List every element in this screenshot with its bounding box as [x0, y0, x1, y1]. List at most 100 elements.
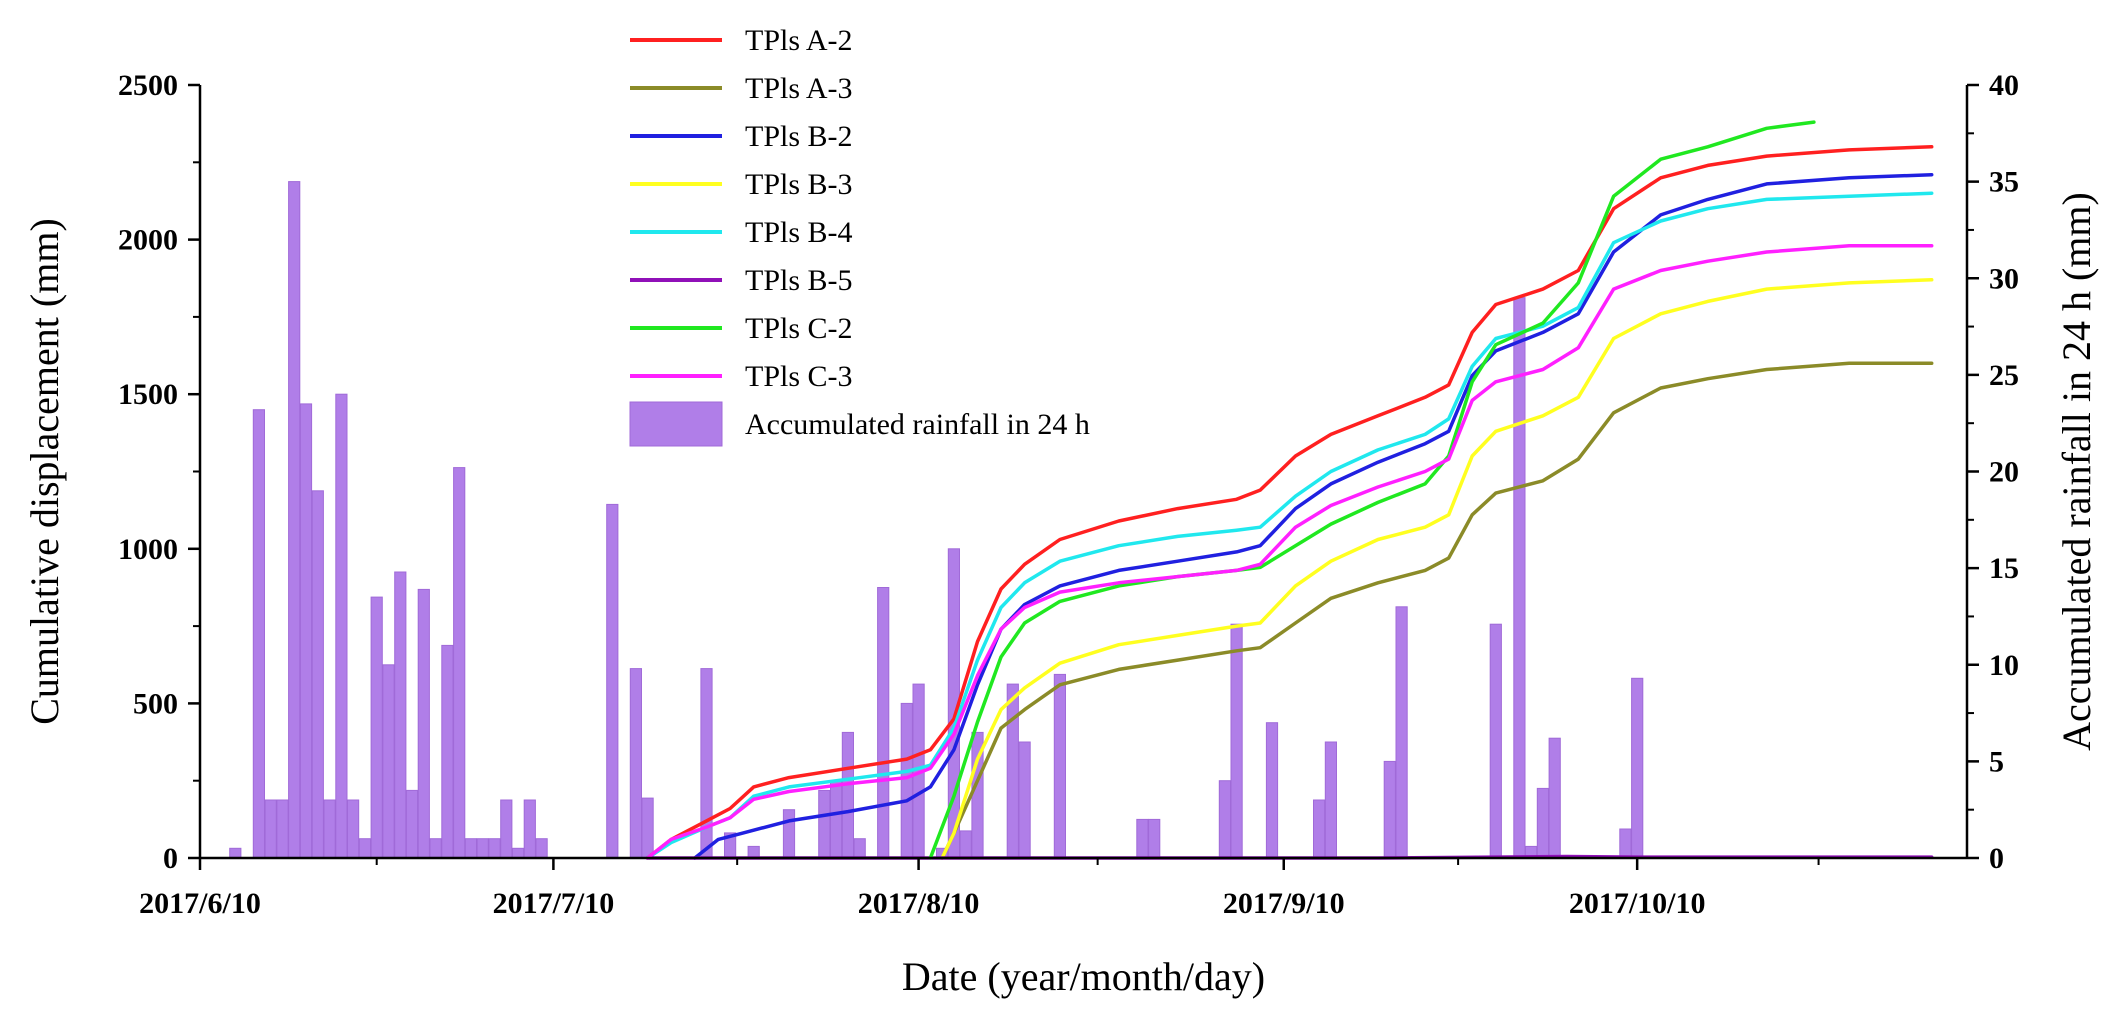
- rainfall-bar: [853, 838, 866, 859]
- rainfall-bar: [1631, 677, 1644, 859]
- rainfall-bar: [429, 838, 442, 859]
- rainfall-bar: [830, 780, 843, 859]
- rainfall-bar: [405, 789, 419, 859]
- rainfall-bar: [252, 409, 266, 859]
- rainfall-bar: [311, 490, 324, 859]
- rainfall-bar: [1313, 799, 1326, 859]
- rainfall-bar: [358, 838, 371, 859]
- rainfall-bar: [1018, 741, 1031, 859]
- y-right-tick-label: 0: [1989, 842, 2004, 875]
- rainfall-bar: [535, 838, 548, 859]
- rainfall-bar: [394, 571, 407, 859]
- chart-labels: 2017/6/10 2017/7/10 2017/8/10 2017/9/10 2017…: [22, 69, 2099, 999]
- rainfall-bar: [229, 847, 242, 859]
- rainfall-bar: [641, 797, 654, 859]
- y-right-tick-label: 20: [1989, 456, 2019, 489]
- y-right-tick-label: 5: [1989, 745, 2004, 778]
- rainfall-bar: [382, 664, 395, 859]
- series-line-tpls-c-3: [645, 244, 1934, 860]
- y-right-tick-label: 15: [1989, 552, 2019, 585]
- rainfall-bar: [606, 503, 619, 859]
- rainfall-bar: [512, 847, 525, 859]
- rainfall-bar: [877, 587, 890, 859]
- x-tick-label: 2017/10/10: [1569, 887, 1706, 920]
- x-tick-label: 2017/6/10: [139, 887, 261, 920]
- rainfall-bar: [629, 668, 642, 859]
- legend-label: TPls A-2: [745, 24, 853, 57]
- rainfall-bar: [488, 838, 501, 859]
- rainfall-bar: [288, 181, 301, 859]
- rainfall-bar: [841, 731, 854, 859]
- rainfall-bar: [1218, 780, 1232, 859]
- rainfall-bar: [900, 702, 913, 859]
- rainfall-bar: [476, 838, 489, 859]
- rainfall-bar: [1513, 297, 1526, 859]
- rainfall-bar: [1006, 683, 1019, 859]
- series-line-tpls-b-2: [693, 172, 1934, 860]
- rainfall-bar: [959, 830, 972, 859]
- rainfall-bar: [1265, 722, 1279, 859]
- y-right-tick-label: 30: [1989, 262, 2019, 295]
- y-left-tick-label: 1500: [118, 378, 178, 411]
- legend-label: TPls C-3: [745, 360, 853, 393]
- legend-label: TPls C-2: [745, 312, 853, 345]
- x-tick-label: 2017/8/10: [858, 887, 980, 920]
- rainfall-bar: [464, 838, 477, 859]
- legend-label: TPls B-2: [745, 120, 853, 153]
- rainfall-bar: [818, 789, 831, 859]
- rainfall-bar: [335, 393, 348, 859]
- legend-label-rainfall: Accumulated rainfall in 24 h: [745, 408, 1090, 441]
- legend-label: TPls A-3: [745, 72, 853, 105]
- rainfall-bar: [782, 809, 796, 859]
- y-right-tick-label: 35: [1989, 166, 2019, 199]
- rainfall-bar: [453, 467, 466, 859]
- rainfall-bar: [299, 403, 313, 859]
- chart-axes: [188, 83, 1979, 870]
- rainfall-bar: [500, 799, 513, 859]
- rainfall-bar: [370, 596, 383, 859]
- series-line-tpls-c-2: [928, 120, 1816, 860]
- y-right-tick-label: 40: [1989, 69, 2019, 102]
- rainfall-bar: [1619, 828, 1632, 859]
- y-right-tick-label: 25: [1989, 359, 2019, 392]
- rainfall-bar: [1548, 737, 1561, 859]
- rainfall-bar: [347, 799, 360, 859]
- x-tick-label: 2017/9/10: [1223, 887, 1345, 920]
- y-left-tick-label: 0: [163, 842, 178, 875]
- legend-swatch-rainfall: [629, 401, 723, 447]
- rainfall-bar: [264, 799, 277, 859]
- rainfall-bar: [1136, 818, 1149, 859]
- series-line-tpls-b-4: [645, 191, 1934, 860]
- rainfall-bar: [1383, 760, 1396, 859]
- y-left-tick-label: 2000: [118, 224, 178, 257]
- series-line-tpls-a-3: [940, 361, 1934, 860]
- rainfall-bar: [1148, 818, 1161, 859]
- y-left-tick-label: 2500: [118, 69, 178, 102]
- chart-legend: TPls A-2 TPls A-3 TPls B-2 TPls B-3 TPls B-4…: [629, 24, 1090, 447]
- series-line-tpls-b-3: [940, 278, 1934, 860]
- rainfall-bar: [323, 799, 336, 859]
- rainfall-bar: [1536, 787, 1550, 859]
- x-axis-title: Date (year/month/day): [902, 954, 1265, 999]
- rainfall-bar: [1324, 741, 1338, 859]
- y-left-axis-title: Cumulative displacement (mm): [22, 218, 67, 725]
- legend-label: TPls B-4: [745, 216, 853, 249]
- legend-label: TPls B-3: [745, 168, 853, 201]
- rainfall-bar: [276, 799, 289, 859]
- rainfall-bar: [523, 799, 536, 859]
- y-right-axis-title: Accumulated rainfall in 24 h (mm): [2054, 192, 2099, 751]
- rainfall-bar: [417, 588, 430, 859]
- rainfall-bar: [441, 644, 454, 859]
- legend-label: TPls B-5: [745, 264, 853, 297]
- y-left-tick-label: 1000: [118, 533, 178, 566]
- rainfall-bar: [1395, 606, 1408, 859]
- x-tick-label: 2017/7/10: [493, 887, 615, 920]
- rainfall-bar: [1053, 673, 1067, 859]
- y-right-tick-label: 10: [1989, 649, 2019, 682]
- rainfall-bar: [1489, 623, 1502, 859]
- rainfall-bars: [229, 181, 1644, 859]
- rainfall-bar: [1230, 623, 1243, 859]
- y-left-tick-label: 500: [133, 687, 178, 720]
